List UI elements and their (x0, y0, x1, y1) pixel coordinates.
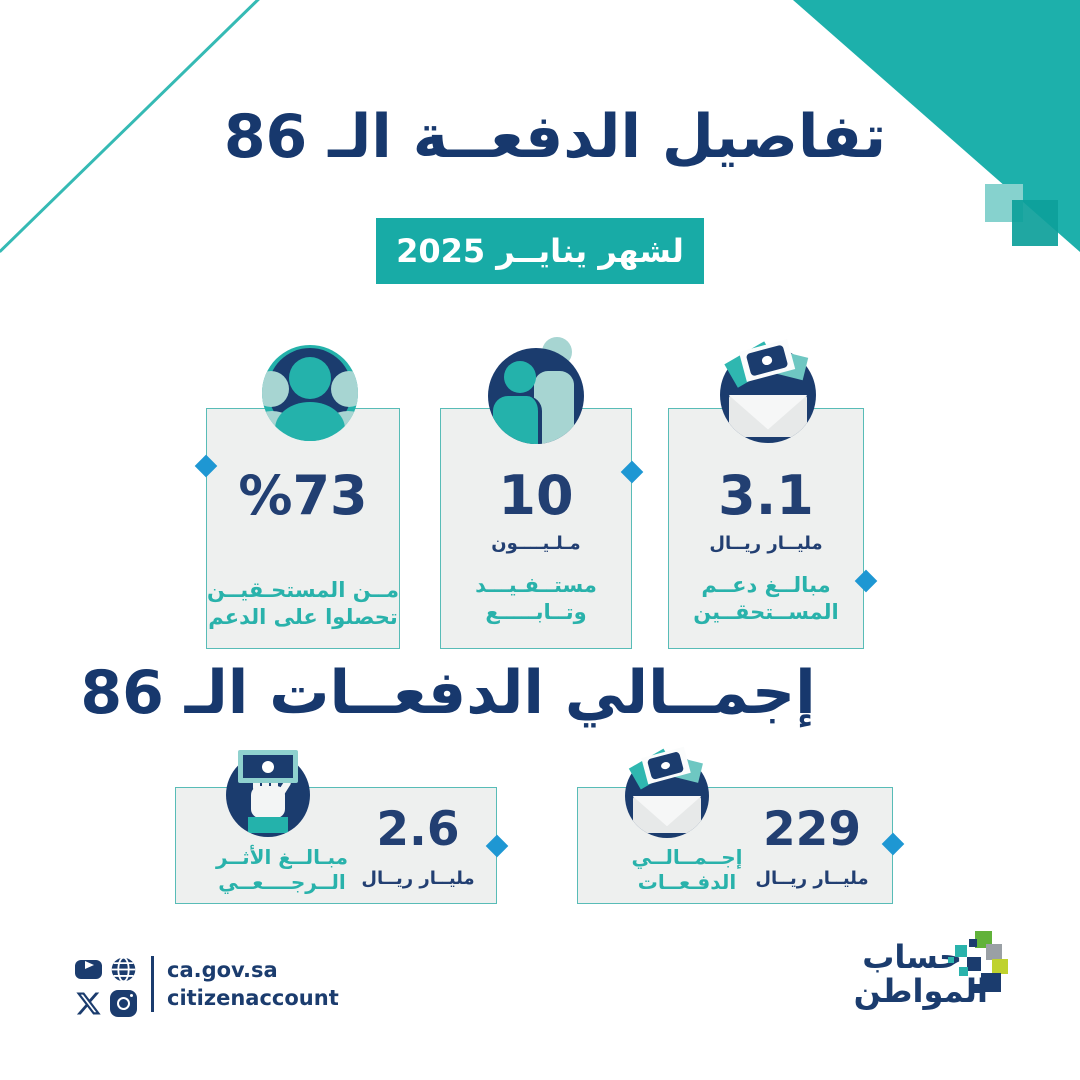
people-group-icon-circle (262, 345, 358, 441)
logo-square-gray (986, 944, 1002, 960)
stat-label-retroactive-line1: مبـالــغ الأثــر (215, 845, 349, 869)
stat-label-retroactive-line2: الــرجــــعــي (218, 870, 346, 894)
logo-text-line1: حساب (862, 938, 962, 976)
stat-label-support-line2: المســتحقــين (693, 599, 839, 624)
envelope-money-icon (625, 747, 709, 838)
logo-square-navy-tiny (971, 984, 980, 993)
stat-unit-support: مليــار ريــال (709, 533, 823, 554)
stat-label-support-line1: مبالــغ دعــم (701, 573, 831, 597)
instagram-icon (110, 990, 137, 1017)
stat-value-pct: %73 (238, 464, 368, 527)
logo-text-line2: المواطن (853, 972, 988, 1010)
logo-square-teal (955, 945, 967, 957)
month-banner-label: لشهر ينايــر 2025 (396, 232, 684, 270)
stat-card-support-amount: 3.1 مليــار ريــال مبالــغ دعــم المســت… (668, 408, 864, 649)
two-people-icon (488, 337, 584, 444)
stat-label-retroactive: مبـالــغ الأثــر الــرجــــعــي (202, 845, 362, 895)
website-url: ca.gov.sa (167, 958, 278, 982)
stat-label-beneficiaries-line2: وتــابـــــع (485, 599, 587, 624)
stat-value-support: 3.1 (718, 464, 814, 527)
logo-square-teal-small (959, 967, 968, 976)
logo-square-navy-medium (967, 957, 981, 971)
stat-label-pct-line1: مــن المستحـقيــن (207, 578, 399, 602)
stat-label-beneficiaries: مستــفـيـــد وتــابـــــع (441, 572, 631, 626)
youtube-icon (75, 956, 102, 983)
page-title: تفاصيل الدفعــة الـ 86 (223, 102, 887, 172)
envelope-money-icon (720, 339, 816, 443)
logo-square-navy-large (981, 973, 1001, 992)
x-icon (75, 990, 102, 1017)
stat-label-support: مبالــغ دعــم المســتحقــين (669, 572, 863, 626)
stat-label-total-line1: إجــمــالــي (631, 845, 743, 869)
stat-unit-total: مليــار ريــال (755, 868, 869, 889)
stat-label-pct: مــن المستحـقيــن تحصلوا على الدعم (207, 577, 399, 631)
stat-label-total: إجــمــالــي الدفـعــات (612, 845, 762, 895)
stat-value-beneficiaries: 10 (498, 464, 574, 527)
logo-square-green (975, 931, 992, 948)
logo-square-lime (992, 959, 1008, 974)
social-icons (75, 956, 137, 1017)
logo-square-navy-small (969, 939, 977, 947)
two-people-icon-circle (488, 348, 584, 444)
stat-value-retroactive: 2.6 (376, 802, 460, 857)
stat-card-recipients-pct: %73 مــن المستحـقيــن تحصلوا على الدعم (206, 408, 400, 649)
globe-icon (110, 956, 137, 983)
decor-square-dark (1012, 200, 1058, 246)
footer-divider (151, 956, 154, 1012)
hand-money-icon (226, 750, 310, 837)
social-handle: citizenaccount (167, 986, 339, 1010)
stat-label-pct-line2: تحصلوا على الدعم (208, 604, 398, 629)
stat-label-beneficiaries-line1: مستــفـيـــد (475, 573, 597, 597)
people-group-icon (262, 345, 358, 441)
stat-unit-beneficiaries: مـلـيــــون (491, 533, 581, 554)
totals-title: إجمــالي الدفعــات الـ 86 (80, 658, 816, 728)
stat-unit-retroactive: مليــار ريــال (361, 868, 475, 889)
stat-value-total: 229 (762, 802, 862, 857)
month-banner: لشهر ينايــر 2025 (376, 218, 704, 284)
stat-card-retroactive: 2.6 مليــار ريــال مبـالــغ الأثــر الــ… (175, 787, 497, 904)
logo-square-teal-tiny (948, 957, 954, 963)
stat-label-total-line2: الدفـعــات (637, 870, 737, 894)
stat-card-beneficiaries: 10 مـلـيــــون مستــفـيـــد وتــابـــــع (440, 408, 632, 649)
